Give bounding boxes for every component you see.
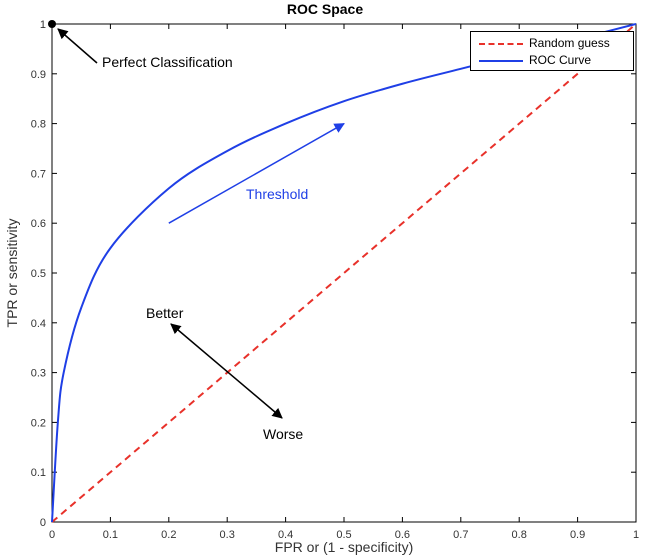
legend: Random guess ROC Curve <box>470 31 634 71</box>
y-tick-label: 0.5 <box>31 268 46 280</box>
x-tick-label: 0.6 <box>395 529 410 541</box>
y-tick-label: 0 <box>40 517 46 529</box>
x-tick-label: 0.3 <box>220 529 235 541</box>
y-tick-label: 0.2 <box>31 417 46 429</box>
legend-item-random-guess: Random guess <box>471 35 610 51</box>
x-tick-label: 0.7 <box>453 529 468 541</box>
axis-ticks: 0 0.1 0.2 0.3 0.4 0.5 0.6 0.7 0.8 0.9 1 0 0.1 0.2 0.3 0… <box>31 19 639 541</box>
x-tick-label: 0.1 <box>103 529 118 541</box>
y-tick-label: 0.1 <box>31 467 46 479</box>
x-tick-label: 1 <box>633 529 639 541</box>
annotation-better: Better <box>146 305 184 321</box>
arrow-perfect-classification <box>57 28 98 64</box>
x-axis-label: FPR or (1 - specificity) <box>274 539 414 555</box>
series-line-random-guess <box>51 23 637 523</box>
legend-swatch-roc-curve <box>479 54 523 66</box>
y-tick-label: 1 <box>40 19 46 31</box>
arrow-threshold <box>168 122 345 224</box>
legend-item-roc-curve: ROC Curve <box>471 52 591 68</box>
x-tick-label: 0.9 <box>570 529 585 541</box>
y-tick-label: 0.8 <box>31 119 46 131</box>
point-perfect-classification <box>48 20 56 28</box>
chart-title: ROC Space <box>286 1 364 17</box>
legend-label-roc-curve: ROC Curve <box>529 53 592 67</box>
y-axis-label: TPR or sensitivity <box>4 218 20 328</box>
annotation-worse: Worse <box>263 426 304 442</box>
annotation-perfect-classification: Perfect Classification <box>102 54 233 70</box>
x-tick-label: 0.4 <box>278 529 293 541</box>
y-tick-label: 0.7 <box>31 168 46 180</box>
y-tick-label: 0.3 <box>31 368 46 380</box>
x-tick-label: 0.5 <box>336 529 351 541</box>
y-tick-label: 0.9 <box>31 69 46 81</box>
arrow-better-worse <box>170 323 283 419</box>
legend-label-random-guess: Random guess <box>529 36 610 50</box>
y-tick-label: 0.6 <box>31 218 46 230</box>
series-lines <box>48 20 637 523</box>
annotation-threshold: Threshold <box>246 186 309 202</box>
legend-swatch-random-guess <box>479 37 523 49</box>
y-tick-label: 0.4 <box>31 318 46 330</box>
x-tick-label: 0 <box>49 529 55 541</box>
x-tick-label: 0.2 <box>161 529 176 541</box>
x-tick-label: 0.8 <box>512 529 527 541</box>
annotation-arrows <box>57 28 345 419</box>
